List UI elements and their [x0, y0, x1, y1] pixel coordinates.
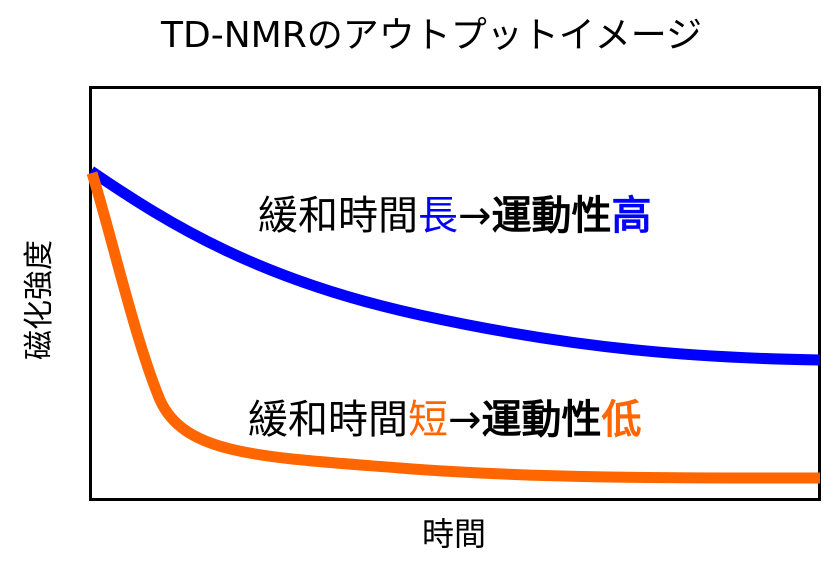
x-axis-label-text: 時間 [421, 515, 486, 553]
arrow-icon: → [448, 397, 482, 443]
arrow-icon: → [458, 193, 492, 239]
annotation-long-relaxation: 緩和時間長→運動性高 [258, 190, 652, 242]
plot-area-frame [89, 86, 821, 501]
annotation-keyword-long: 長 [418, 193, 458, 239]
annotation-result: 運動性 [481, 397, 602, 443]
x-axis-label: 時間 [0, 512, 823, 556]
annotation-result: 運動性 [491, 193, 612, 239]
annotation-prefix: 緩和時間 [258, 193, 418, 239]
annotation-prefix: 緩和時間 [248, 397, 408, 443]
y-axis-label: 磁化強度 [18, 210, 62, 390]
chart-title: TD-NMRのアウトプットイメージ [0, 12, 823, 60]
annotation-level-high: 高 [611, 193, 652, 239]
chart-title-text: TD-NMRのアウトプットイメージ [161, 15, 702, 56]
y-axis-label-text: 磁化強度 [22, 240, 57, 360]
annotation-keyword-short: 短 [408, 397, 448, 443]
short-relaxation-curve [86, 171, 821, 484]
annotation-level-low: 低 [601, 397, 642, 443]
long-relaxation-curve [87, 166, 821, 366]
annotation-short-relaxation: 緩和時間短→運動性低 [248, 394, 642, 446]
